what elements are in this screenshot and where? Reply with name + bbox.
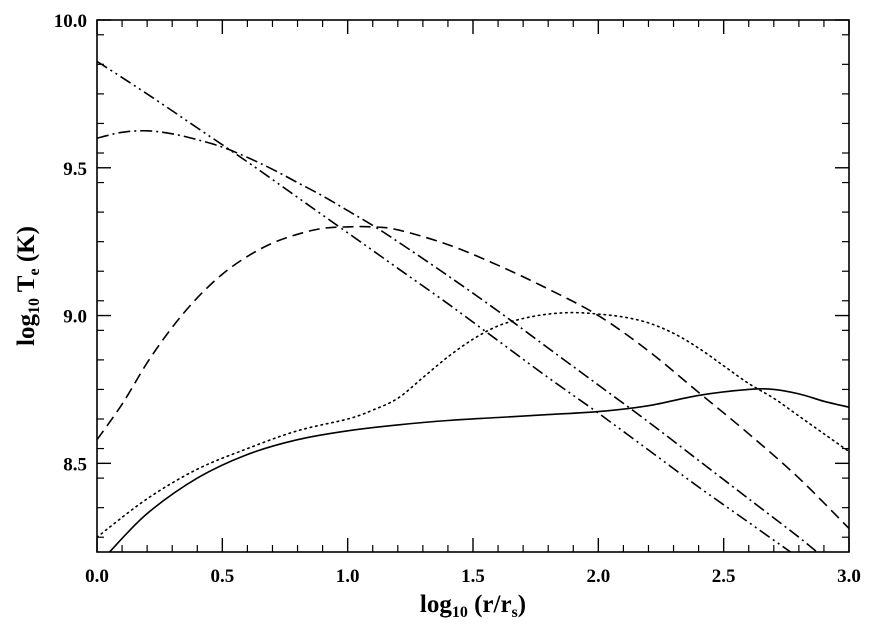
x-tick-label: 1.0	[336, 566, 360, 587]
x-axis-label: log10 (r/rs)	[420, 591, 526, 621]
series-line-dotted	[97, 311, 849, 538]
y-tick-label: 8.5	[63, 454, 87, 475]
series-line-dash-dot	[97, 129, 819, 552]
x-tick-label: 1.5	[461, 566, 485, 587]
curves-group	[97, 60, 849, 552]
y-tick-label: 9.5	[63, 159, 87, 180]
y-tick-label: 10.0	[54, 11, 87, 32]
tick-labels-group: 0.0 0.5 1.0 1.5 2.0 2.5 3.0 8.5 9.0 9.5 10.0	[54, 11, 861, 587]
x-tick-label: 2.5	[712, 566, 736, 587]
y-axis-label: log10 Te (K)	[13, 226, 43, 346]
y-tick-label: 9.0	[63, 307, 87, 328]
series-line-dash-dot-dot	[97, 60, 792, 552]
ticks-group	[96, 19, 850, 552]
series-line-solid	[108, 388, 849, 552]
series-line-dashed	[97, 225, 849, 529]
x-tick-label: 0.5	[210, 566, 234, 587]
x-tick-label: 3.0	[837, 566, 861, 587]
x-tick-label: 0.0	[85, 566, 109, 587]
x-tick-label: 2.0	[586, 566, 610, 587]
